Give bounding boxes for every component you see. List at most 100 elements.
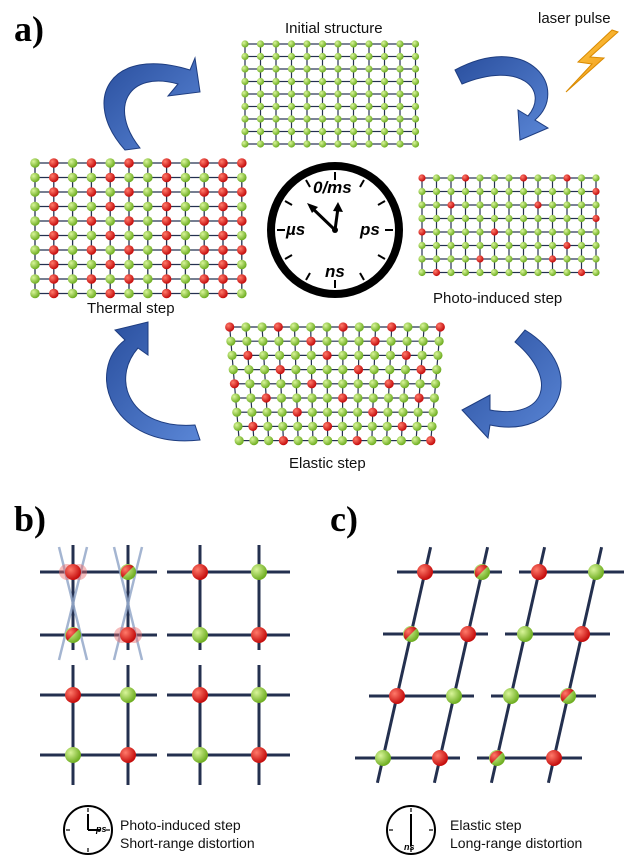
red-node bbox=[447, 201, 455, 209]
green-node bbox=[247, 407, 257, 417]
red-node bbox=[124, 187, 134, 197]
green-node bbox=[411, 140, 420, 148]
green-node bbox=[278, 421, 288, 431]
green-node bbox=[30, 187, 40, 197]
green-node bbox=[86, 172, 97, 183]
green-node bbox=[67, 274, 78, 284]
red-node bbox=[534, 201, 542, 209]
lattice-initial-structure bbox=[241, 40, 420, 148]
red-node bbox=[218, 288, 228, 299]
panel-b-letter: b) bbox=[14, 499, 47, 539]
green-node bbox=[367, 421, 377, 431]
green-node bbox=[67, 216, 78, 226]
red-node bbox=[387, 322, 397, 332]
red-node bbox=[401, 350, 411, 360]
red-node bbox=[563, 241, 571, 250]
green-node bbox=[30, 288, 40, 299]
green-node bbox=[369, 350, 380, 360]
green-node bbox=[334, 127, 342, 136]
green-node bbox=[577, 214, 586, 223]
elastic-step-label: Elastic step bbox=[289, 455, 366, 472]
green-node bbox=[287, 140, 296, 148]
green-node bbox=[227, 350, 237, 360]
green-node bbox=[349, 52, 358, 61]
green-node bbox=[427, 421, 437, 431]
green-node bbox=[369, 365, 379, 375]
green-node bbox=[105, 158, 115, 168]
red-node bbox=[120, 627, 136, 643]
laser-bolt-icon bbox=[565, 29, 619, 93]
green-node bbox=[548, 268, 557, 277]
green-node bbox=[476, 268, 484, 277]
red-node bbox=[237, 158, 247, 168]
red-node bbox=[161, 172, 172, 183]
green-node bbox=[396, 65, 404, 73]
green-node bbox=[461, 241, 470, 250]
green-node bbox=[143, 274, 153, 284]
green-node bbox=[241, 140, 249, 148]
green-node bbox=[237, 259, 247, 270]
green-node bbox=[519, 255, 528, 263]
green-node bbox=[237, 201, 247, 212]
red-node bbox=[86, 187, 97, 197]
green-node bbox=[447, 228, 455, 236]
red-node bbox=[307, 379, 317, 389]
green-node bbox=[260, 379, 270, 389]
green-node bbox=[192, 627, 208, 643]
red-node bbox=[243, 350, 253, 360]
red-node bbox=[353, 365, 364, 375]
red-node bbox=[199, 274, 209, 284]
green-node bbox=[365, 127, 373, 136]
green-node bbox=[246, 393, 256, 403]
green-node bbox=[490, 174, 499, 182]
green-node bbox=[237, 288, 247, 299]
green-node bbox=[433, 350, 443, 360]
green-node bbox=[124, 259, 134, 270]
green-node bbox=[349, 140, 358, 148]
green-node bbox=[428, 407, 438, 417]
green-node bbox=[67, 158, 78, 168]
initial-structure-label: Initial structure bbox=[285, 20, 383, 37]
green-node bbox=[383, 407, 393, 417]
green-node bbox=[505, 201, 513, 209]
green-node bbox=[287, 127, 296, 136]
red-node bbox=[199, 245, 209, 255]
green-node bbox=[334, 77, 342, 86]
green-node bbox=[368, 393, 378, 403]
green-node bbox=[30, 230, 40, 241]
green-node bbox=[418, 214, 426, 223]
red-node bbox=[161, 245, 172, 255]
green-node bbox=[241, 40, 249, 48]
red-node bbox=[218, 201, 228, 212]
green-node bbox=[337, 407, 348, 417]
green-node bbox=[396, 115, 404, 123]
green-node bbox=[548, 201, 557, 209]
green-node bbox=[396, 77, 404, 86]
green-node bbox=[291, 365, 301, 375]
red-node bbox=[476, 255, 484, 263]
lattice-elastic-step bbox=[225, 322, 445, 446]
red-node bbox=[416, 365, 426, 375]
green-node bbox=[234, 436, 244, 446]
lattice-photo-induced-step bbox=[418, 174, 600, 277]
green-node bbox=[272, 127, 280, 136]
cycle-arrow-bottom-right bbox=[461, 329, 562, 440]
red-node bbox=[389, 688, 405, 704]
green-node bbox=[272, 115, 280, 123]
green-node bbox=[592, 241, 600, 250]
bond-line bbox=[375, 546, 433, 784]
green-node bbox=[318, 115, 327, 123]
green-node bbox=[369, 379, 379, 389]
red-node bbox=[418, 174, 426, 182]
mixed-node bbox=[560, 688, 576, 704]
green-node bbox=[517, 626, 533, 642]
green-node bbox=[548, 241, 557, 250]
green-node bbox=[461, 201, 470, 209]
green-node bbox=[563, 187, 571, 196]
green-node bbox=[396, 436, 406, 446]
green-node bbox=[577, 187, 586, 196]
green-node bbox=[192, 747, 208, 763]
green-node bbox=[476, 187, 484, 196]
red-node bbox=[218, 187, 228, 197]
red-node bbox=[548, 255, 557, 263]
